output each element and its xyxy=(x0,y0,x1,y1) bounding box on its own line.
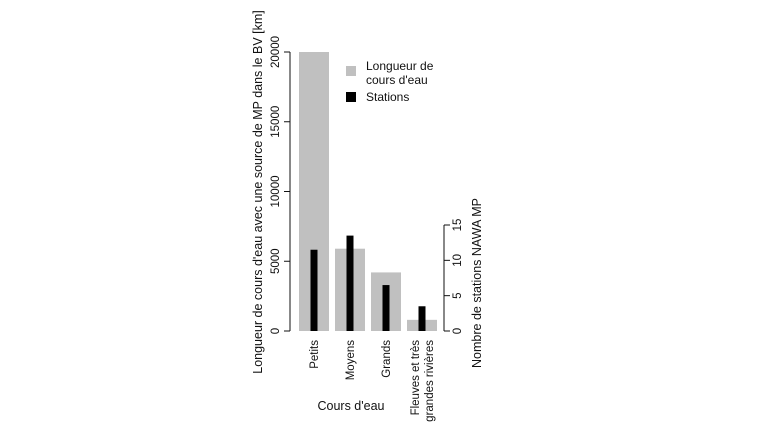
x-tick-labels: Petits Moyens Grands Fleuves et très grandes… xyxy=(309,340,436,422)
left-axis: 0 5000 10000 15000 20000 xyxy=(270,36,291,334)
left-tick-label-2: 10000 xyxy=(270,176,282,208)
left-tick-label-3: 15000 xyxy=(270,106,282,138)
x-axis-label: Cours d'eau xyxy=(317,399,384,413)
left-tick-label-1: 5000 xyxy=(270,248,282,274)
bar-stations-1 xyxy=(346,235,354,331)
bar-stations-3 xyxy=(418,306,426,331)
x-tick-label-2: Grands xyxy=(381,340,393,378)
right-axis-label: Nombre de stations NAWA MP xyxy=(470,198,484,368)
bars-layer xyxy=(299,52,437,331)
legend-label-stations: Stations xyxy=(366,90,409,104)
left-tick-label-0: 0 xyxy=(270,328,282,334)
x-tick-label-3: Fleuves et très grandes rivières xyxy=(410,340,436,422)
bar-stations-2 xyxy=(382,285,390,331)
legend: Longueur de cours d'eau Stations xyxy=(346,59,434,104)
bar-stations-0 xyxy=(310,249,318,331)
right-tick-label-0: 0 xyxy=(452,328,464,334)
legend-label-length: Longueur de cours d'eau xyxy=(366,59,434,87)
legend-swatch-length xyxy=(346,66,356,76)
left-tick-label-4: 20000 xyxy=(270,36,282,68)
legend-swatch-stations xyxy=(346,92,356,102)
right-axis: 0 5 10 15 xyxy=(443,219,464,334)
right-tick-label-3: 15 xyxy=(452,219,464,232)
right-tick-label-2: 10 xyxy=(452,254,464,267)
x-tick-label-0: Petits xyxy=(309,340,321,369)
right-tick-label-1: 5 xyxy=(452,292,464,298)
x-tick-label-1: Moyens xyxy=(345,340,357,381)
left-axis-label: Longueur de cours d'eau avec une source … xyxy=(251,10,265,374)
